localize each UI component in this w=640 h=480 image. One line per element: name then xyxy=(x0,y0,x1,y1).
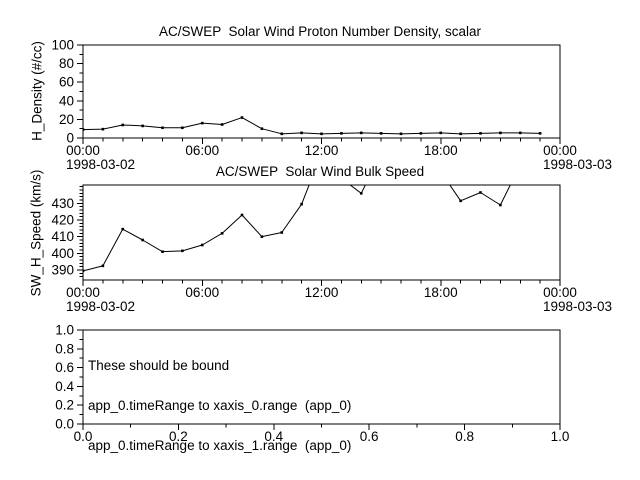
x-tick-label: 0.2 xyxy=(169,429,188,444)
y-tick-label: 390 xyxy=(51,263,74,278)
x-tick-label: 0.0 xyxy=(74,429,93,444)
data-point xyxy=(419,132,423,135)
data-point xyxy=(220,232,224,235)
bound-axes-panel[interactable]: 0.0 0.2 0.4 0.6 0.8 1.0 0.0 0.2 0.4 0.6 0.8 1.0 xyxy=(0,320,640,480)
annotation-line: app_0.timeRange to xaxis_1.range (app_0) xyxy=(88,438,352,454)
x-tick-label: 1.0 xyxy=(551,429,570,444)
axes xyxy=(77,184,561,286)
data-point xyxy=(240,116,244,119)
data-point xyxy=(200,243,204,247)
data-point xyxy=(240,213,244,217)
data-point xyxy=(359,192,363,195)
data-point xyxy=(300,131,303,135)
data-point xyxy=(499,131,502,135)
data-point xyxy=(181,249,184,253)
data-point xyxy=(499,203,502,207)
data-point xyxy=(161,126,164,130)
data-point xyxy=(340,132,343,135)
y-tick-label: 1.0 xyxy=(55,323,74,338)
x-tick-label: 00:00 xyxy=(66,143,100,158)
data-point xyxy=(340,177,343,180)
y-tick-label: 80 xyxy=(59,56,74,71)
y-tick-label: 0 xyxy=(66,131,74,146)
speed-xaxis-date-right: 1998-03-03 xyxy=(543,299,613,314)
speed-plot-title: AC/SWEP Solar Wind Bulk Speed xyxy=(215,164,425,179)
x-tick-label: 12:00 xyxy=(305,143,339,158)
data-point xyxy=(101,264,105,268)
y-tick-label: 0.6 xyxy=(55,360,74,375)
data-point xyxy=(518,131,522,135)
data-point xyxy=(280,231,284,234)
data-point xyxy=(260,127,264,130)
x-tick-label: 06:00 xyxy=(185,143,219,158)
y-tick-label: 420 xyxy=(51,213,74,228)
data-point xyxy=(479,132,482,135)
y-tick-label: 430 xyxy=(51,196,74,211)
y-tick-label: 0.8 xyxy=(55,341,74,356)
data-point xyxy=(280,132,284,136)
data-point xyxy=(359,131,363,135)
density-xaxis-date-left: 1998-03-02 xyxy=(66,157,136,172)
density-plot-title: AC/SWEP Solar Wind Proton Number Density… xyxy=(158,24,482,39)
x-tick-label: 0.8 xyxy=(455,429,474,444)
data-point xyxy=(141,238,144,242)
data-point xyxy=(459,199,462,203)
data-point xyxy=(379,132,383,135)
data-point xyxy=(479,191,482,194)
y-tick-label: 100 xyxy=(51,38,74,53)
y-tick-label: 0.2 xyxy=(55,398,74,413)
x-tick-label: 00:00 xyxy=(543,143,577,158)
y-tick-label: 60 xyxy=(59,75,74,90)
speed-xaxis-date-left: 1998-03-02 xyxy=(66,299,136,314)
annotation-line: These should be bound xyxy=(88,357,230,373)
x-tick-label: 0.6 xyxy=(360,429,379,444)
data-point xyxy=(121,227,125,231)
data-point xyxy=(399,132,403,136)
data-point xyxy=(320,132,323,136)
y-tick-label: 400 xyxy=(51,246,74,261)
y-tick-label: 410 xyxy=(51,229,74,244)
annotation-line: app_0.timeRange to xaxis_0.range (app_0) xyxy=(88,398,352,414)
data-point xyxy=(141,124,144,128)
data-point xyxy=(181,126,184,130)
x-tick-label: 00:00 xyxy=(543,285,577,300)
y-tick-label: 20 xyxy=(59,112,74,127)
y-tick-label: 0.0 xyxy=(55,417,74,432)
data-point xyxy=(161,250,164,253)
data-point xyxy=(439,131,443,135)
x-tick-label: 12:00 xyxy=(305,285,339,300)
axes xyxy=(77,44,561,144)
density-xaxis-date-right: 1998-03-03 xyxy=(543,157,613,172)
data-point xyxy=(459,132,462,136)
data-series xyxy=(82,177,512,273)
y-tick-label: 0.4 xyxy=(55,379,74,394)
data-point xyxy=(220,123,224,126)
x-tick-label: 18:00 xyxy=(424,285,458,300)
x-tick-label: 00:00 xyxy=(66,285,100,300)
data-point xyxy=(101,127,105,131)
x-tick-label: 0.4 xyxy=(264,429,283,444)
axes xyxy=(77,329,561,430)
x-tick-label: 18:00 xyxy=(424,143,458,158)
data-point xyxy=(121,123,125,127)
data-point xyxy=(538,132,542,135)
data-series xyxy=(82,116,542,136)
y-tick-label: 40 xyxy=(59,93,74,108)
data-point xyxy=(200,121,204,125)
binding-annotation: These should be bound app_0.timeRange to… xyxy=(88,332,351,479)
data-point xyxy=(300,202,303,206)
x-tick-label: 06:00 xyxy=(185,285,219,300)
data-point xyxy=(260,235,264,238)
